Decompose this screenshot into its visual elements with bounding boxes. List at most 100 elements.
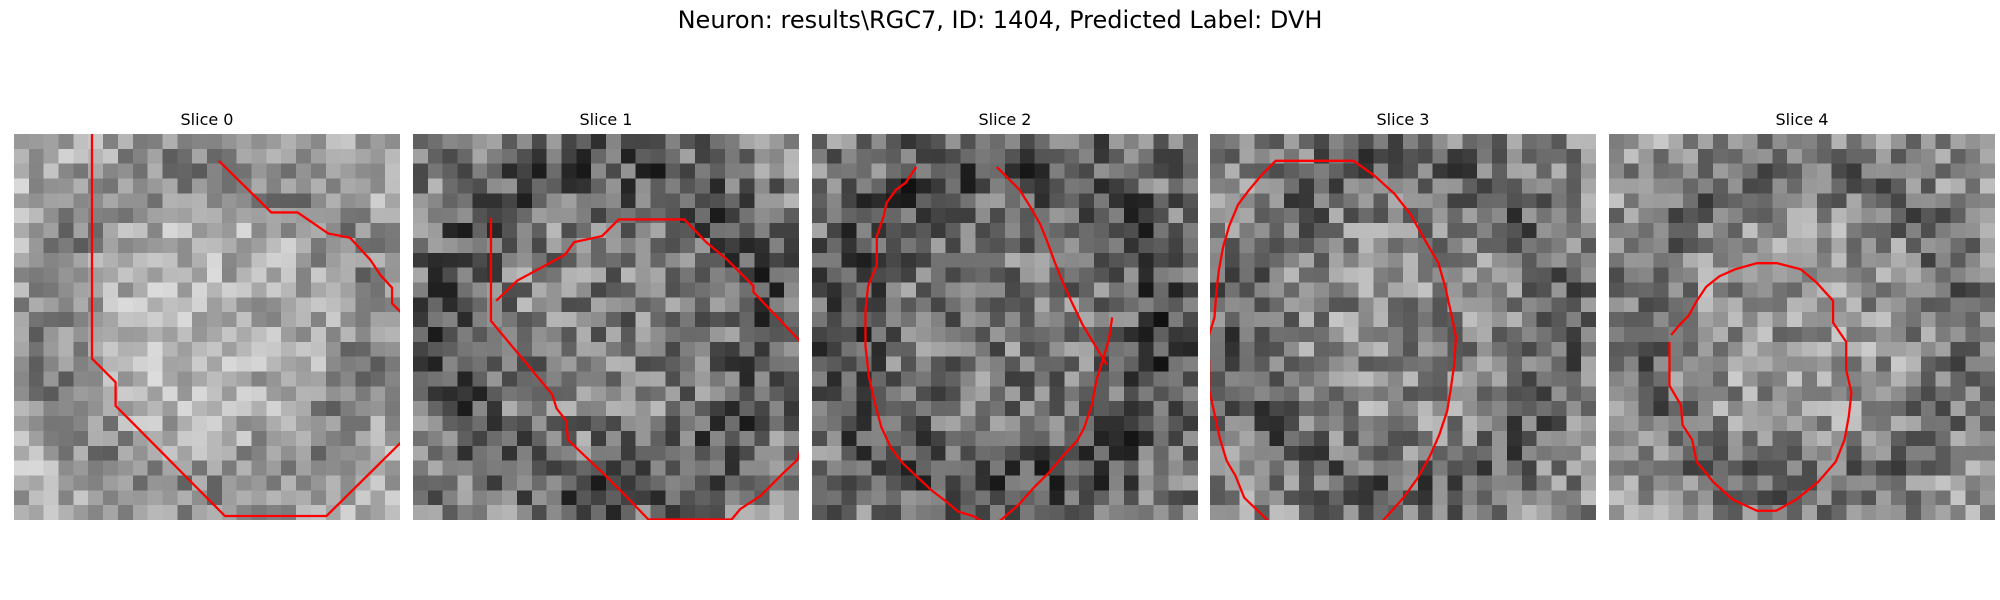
- pixel: [769, 134, 785, 150]
- pixel: [1210, 341, 1226, 358]
- pixel: [457, 445, 473, 462]
- pixel: [856, 163, 872, 179]
- pixel: [680, 237, 696, 254]
- pixel: [650, 267, 666, 283]
- pixel: [1477, 282, 1493, 298]
- pixel: [724, 252, 741, 269]
- pixel: [856, 475, 872, 491]
- pixel: [1373, 416, 1389, 432]
- pixel: [1742, 178, 1758, 194]
- pixel: [975, 163, 991, 179]
- pixel: [1683, 371, 1699, 387]
- pixel: [1239, 312, 1255, 328]
- pixel: [915, 505, 932, 520]
- pixel: [1403, 430, 1419, 447]
- pixel: [1698, 505, 1714, 520]
- pixel: [1950, 282, 1966, 298]
- pixel: [1328, 490, 1345, 506]
- contour-line: [1210, 159, 1458, 520]
- pixel: [680, 371, 696, 387]
- pixel: [1712, 490, 1729, 506]
- pixel: [1831, 416, 1847, 432]
- pixel: [680, 312, 696, 328]
- pixel: [266, 163, 282, 179]
- pixel: [177, 460, 193, 476]
- pixel: [28, 371, 45, 387]
- pixel: [960, 341, 976, 358]
- pixel: [1108, 505, 1125, 520]
- pixel: [1462, 490, 1478, 506]
- pixel: [1108, 148, 1125, 165]
- pixel: [177, 178, 193, 194]
- pixel: [1668, 327, 1684, 343]
- pixel: [856, 416, 872, 432]
- pixel: [1861, 297, 1877, 313]
- pixel: [1432, 193, 1448, 209]
- pixel: [1019, 134, 1036, 150]
- pixel: [1638, 223, 1654, 239]
- pixel: [841, 267, 857, 283]
- pixel: [207, 312, 223, 328]
- pixel: [73, 341, 89, 358]
- pixel: [915, 327, 932, 343]
- pixel: [1891, 297, 1907, 313]
- pixel: [650, 327, 666, 343]
- pixel: [1521, 430, 1538, 447]
- pixel: [754, 148, 770, 165]
- pixel: [1403, 134, 1419, 150]
- pixel: [915, 237, 932, 254]
- pixel: [1876, 386, 1892, 402]
- pixel: [1284, 193, 1300, 209]
- pixel: [1079, 297, 1095, 313]
- pixel: [1183, 327, 1198, 343]
- pixel: [1462, 134, 1478, 150]
- pixel: [1388, 134, 1404, 150]
- pixel: [281, 341, 297, 358]
- pixel: [207, 208, 223, 224]
- pixel: [1239, 475, 1255, 491]
- pixel: [1623, 445, 1640, 462]
- pixel: [370, 297, 386, 313]
- pixel: [769, 490, 785, 506]
- pixel: [221, 282, 238, 298]
- pixel: [1846, 475, 1862, 491]
- pixel: [754, 416, 770, 432]
- slice-image: [413, 134, 799, 520]
- pixel: [945, 163, 961, 179]
- pixel: [236, 445, 252, 462]
- pixel: [1284, 178, 1300, 194]
- pixel: [1064, 163, 1080, 179]
- pixel: [1609, 460, 1625, 476]
- pixel: [1299, 490, 1315, 506]
- pixel: [1064, 386, 1080, 402]
- pixel: [281, 252, 297, 269]
- pixel: [739, 341, 755, 358]
- pixel: [1343, 430, 1359, 447]
- pixel: [1462, 327, 1478, 343]
- pixel: [724, 267, 741, 283]
- pixel: [1313, 475, 1330, 491]
- pixel: [251, 356, 267, 372]
- pixel: [754, 475, 770, 491]
- pixel: [1861, 341, 1877, 358]
- pixel: [1861, 490, 1877, 506]
- pixel: [1905, 430, 1922, 447]
- pixel: [1920, 148, 1937, 165]
- pixel: [1861, 371, 1877, 387]
- pixel: [650, 490, 666, 506]
- pixel: [1698, 327, 1714, 343]
- pixel: [945, 223, 961, 239]
- pixel: [930, 445, 947, 462]
- pixel: [1536, 252, 1552, 269]
- pixel: [886, 386, 902, 402]
- pixel: [88, 475, 104, 491]
- pixel: [1876, 297, 1892, 313]
- pixel: [88, 148, 104, 165]
- pixel: [975, 327, 991, 343]
- pixel: [576, 505, 592, 520]
- pixel: [754, 356, 770, 372]
- pixel: [724, 297, 741, 313]
- pixel: [606, 505, 622, 520]
- pixel: [650, 371, 666, 387]
- pixel: [1079, 282, 1095, 298]
